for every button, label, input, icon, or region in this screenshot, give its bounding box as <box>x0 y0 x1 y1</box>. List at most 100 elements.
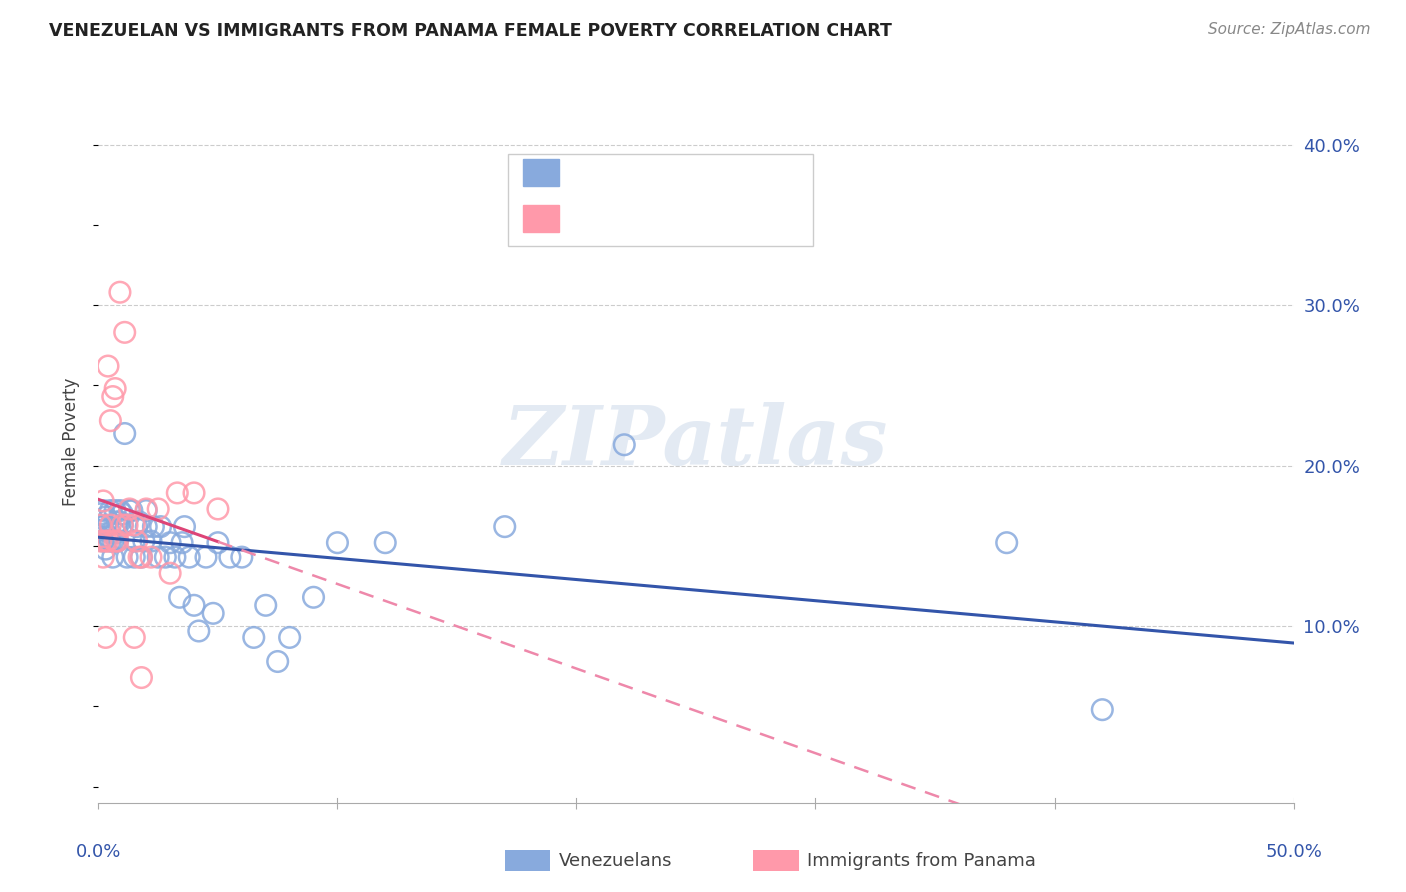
Point <box>104 382 127 396</box>
Point <box>121 503 143 517</box>
Point <box>91 534 114 549</box>
Point <box>187 624 209 638</box>
Point <box>108 515 131 529</box>
Point <box>195 550 218 565</box>
Point <box>118 502 141 516</box>
Point <box>97 534 120 549</box>
Point <box>131 550 153 565</box>
Point <box>107 515 129 529</box>
Text: VENEZUELAN VS IMMIGRANTS FROM PANAMA FEMALE POVERTY CORRELATION CHART: VENEZUELAN VS IMMIGRANTS FROM PANAMA FEM… <box>49 22 891 40</box>
Text: R =: R = <box>571 209 616 227</box>
Text: R =: R = <box>571 163 609 181</box>
Point <box>124 534 146 549</box>
FancyBboxPatch shape <box>754 850 799 871</box>
Text: N =: N = <box>700 163 740 181</box>
Point <box>104 526 127 541</box>
Point <box>101 550 124 565</box>
Text: -0.194: -0.194 <box>605 163 662 181</box>
Point <box>124 550 146 565</box>
Point <box>139 550 162 565</box>
Point <box>111 518 134 533</box>
Point <box>101 534 124 549</box>
Point <box>128 515 150 529</box>
Point <box>107 534 129 549</box>
Point <box>179 550 201 565</box>
Point <box>172 535 194 549</box>
Point <box>219 550 242 565</box>
Point <box>115 518 138 533</box>
Point <box>155 550 177 565</box>
Point <box>94 518 117 533</box>
Point <box>132 534 155 549</box>
Point <box>94 534 117 549</box>
Point <box>159 535 181 549</box>
Point <box>613 438 636 452</box>
Point <box>1091 703 1114 717</box>
Text: 65: 65 <box>733 163 755 181</box>
Point <box>202 607 225 621</box>
Point <box>94 510 117 524</box>
Point <box>995 535 1018 549</box>
Point <box>125 519 148 533</box>
Point <box>98 534 122 549</box>
Text: Source: ZipAtlas.com: Source: ZipAtlas.com <box>1208 22 1371 37</box>
Point <box>159 566 181 581</box>
Text: Venezuelans: Venezuelans <box>558 852 672 870</box>
Point <box>163 550 186 565</box>
Point <box>98 526 122 541</box>
Point <box>278 631 301 645</box>
Point <box>183 599 205 613</box>
FancyBboxPatch shape <box>523 204 558 232</box>
Point <box>90 534 112 549</box>
Point <box>108 285 131 300</box>
Point <box>90 531 112 545</box>
Point <box>94 631 117 645</box>
Point <box>91 503 114 517</box>
Text: 32: 32 <box>733 209 755 227</box>
FancyBboxPatch shape <box>509 154 813 246</box>
Point <box>97 359 120 373</box>
Point <box>135 519 157 533</box>
Point <box>131 550 153 565</box>
Point <box>135 503 157 517</box>
Point <box>173 519 195 533</box>
Point <box>90 507 112 521</box>
Point <box>302 591 325 605</box>
Point <box>124 631 146 645</box>
Point <box>243 631 266 645</box>
Point <box>104 503 127 517</box>
Point <box>98 414 122 428</box>
Point <box>125 534 148 549</box>
Point <box>111 518 134 533</box>
Point <box>107 534 129 549</box>
Point <box>326 535 349 549</box>
Point <box>207 502 229 516</box>
Point <box>115 550 138 565</box>
Point <box>97 513 120 527</box>
Point <box>114 326 136 340</box>
Text: ZIPatlas: ZIPatlas <box>503 401 889 482</box>
Point <box>131 671 153 685</box>
Point <box>142 519 165 533</box>
Point <box>118 503 141 517</box>
Point <box>231 550 253 565</box>
Text: 0.0%: 0.0% <box>76 843 121 861</box>
Point <box>148 550 170 565</box>
Point <box>90 519 112 533</box>
Point <box>91 550 114 565</box>
Point <box>114 426 136 441</box>
Point <box>98 503 122 517</box>
Text: N =: N = <box>700 209 740 227</box>
Y-axis label: Female Poverty: Female Poverty <box>62 377 80 506</box>
Point <box>148 502 170 516</box>
Point <box>108 503 131 517</box>
Point <box>91 523 114 537</box>
Point <box>183 486 205 500</box>
Point <box>207 535 229 549</box>
Point <box>90 518 112 533</box>
Point <box>494 519 516 533</box>
FancyBboxPatch shape <box>523 159 558 186</box>
Point <box>254 599 277 613</box>
Point <box>101 390 124 404</box>
Point <box>374 535 396 549</box>
